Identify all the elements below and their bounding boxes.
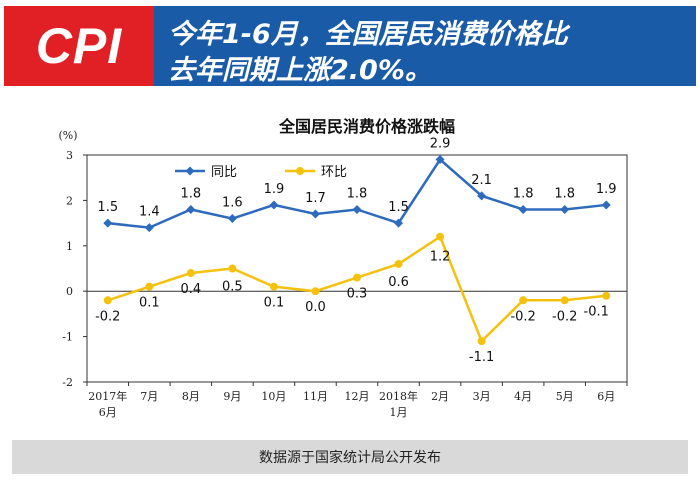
data-point-mom [269, 282, 278, 291]
data-label-yoy: 1.7 [305, 191, 326, 206]
data-label-yoy: 1.8 [347, 186, 368, 201]
data-label-yoy: 1.8 [181, 186, 202, 201]
headline-line-1: 今年1-6月，全国居民消费价格比 [168, 19, 568, 50]
cpi-line-chart: 全国居民消费价格涨跌幅 (%) 3 2 1 0 -1 -2 2017年 6月 7月 8月 9月 10月 11… [58, 117, 628, 419]
data-label-yoy: 2.9 [430, 137, 451, 152]
y-tick-label: -1 [62, 331, 73, 344]
data-label-yoy: 1.9 [264, 182, 285, 197]
x-tick-label: 10月 [261, 390, 286, 403]
data-point-mom [602, 291, 611, 300]
y-tick-label: 0 [66, 285, 73, 298]
data-label-mom: 0.3 [347, 287, 368, 302]
data-label-mom: 0.5 [222, 280, 243, 295]
source-bar: 数据源于国家统计局公开发布 [12, 440, 688, 474]
data-point-yoy [144, 223, 154, 233]
data-label-mom: 0.4 [181, 282, 202, 297]
data-label-mom: -0.2 [510, 309, 535, 324]
data-point-mom [103, 296, 112, 305]
data-label-mom: 0.1 [264, 296, 285, 311]
data-label-mom: -1.1 [469, 350, 494, 365]
data-point-yoy [103, 218, 113, 228]
data-point-yoy [518, 204, 528, 214]
y-axis-unit-label: (%) [58, 129, 77, 142]
data-point-yoy [227, 214, 237, 224]
x-tick-label: 6月 [597, 390, 615, 403]
x-tick-label: 9月 [223, 390, 241, 403]
data-label-mom: -0.2 [552, 309, 577, 324]
y-tick-label: 1 [66, 240, 73, 253]
data-label-mom: 1.2 [430, 250, 451, 265]
y-tick-label: 3 [66, 149, 73, 162]
data-point-yoy [269, 200, 279, 210]
x-tick-label: 6月 [99, 406, 117, 419]
legend-label-mom: 环比 [321, 165, 347, 180]
data-label-yoy: 1.5 [388, 200, 409, 215]
y-tick-label: 2 [66, 194, 73, 207]
data-point-mom [519, 296, 528, 305]
data-point-mom [186, 269, 195, 278]
cpi-badge-text: CPI [35, 18, 123, 74]
data-point-yoy [435, 155, 445, 165]
x-tick-label: 8月 [182, 390, 200, 403]
data-label-mom: 0.1 [139, 296, 160, 311]
data-point-mom [311, 287, 320, 296]
data-label-yoy: 1.8 [513, 186, 534, 201]
data-label-yoy: 1.8 [554, 186, 575, 201]
data-point-yoy [601, 200, 611, 210]
data-label-mom: 0.0 [305, 300, 326, 315]
x-tick-label: 7月 [140, 390, 158, 403]
headline-box: 今年1-6月，全国居民消费价格比 去年同期上涨2.0%。 [154, 6, 696, 86]
data-point-mom [353, 273, 361, 282]
legend-marker-yoy [185, 166, 195, 176]
chart-title: 全国居民消费价格涨跌幅 [278, 117, 455, 136]
data-point-mom [228, 264, 237, 273]
data-point-mom [394, 259, 403, 268]
data-label-yoy: 1.4 [139, 205, 160, 220]
x-tick-label: 4月 [514, 390, 532, 403]
x-tick-label: 1月 [390, 406, 408, 419]
legend-label-yoy: 同比 [211, 165, 237, 180]
data-label-yoy: 1.9 [596, 182, 617, 197]
data-point-yoy [477, 191, 487, 201]
x-tick-label: 2018年 [379, 389, 418, 403]
data-label-yoy: 2.1 [471, 173, 492, 188]
data-point-yoy [560, 204, 570, 214]
x-tick-label: 3月 [473, 390, 491, 403]
data-point-mom [560, 296, 569, 305]
banner: CPI 今年1-6月，全国居民消费价格比 去年同期上涨2.0%。 [0, 0, 700, 92]
x-tick-label: 2月 [431, 390, 449, 403]
x-tick-label: 11月 [303, 390, 328, 403]
plot-frame [86, 154, 628, 383]
data-label-yoy: 1.5 [97, 200, 118, 215]
cpi-badge: CPI [4, 6, 154, 86]
data-point-mom [436, 232, 445, 241]
headline-line-2: 去年同期上涨2.0%。 [168, 55, 432, 86]
data-label-mom: 0.6 [388, 275, 409, 290]
legend-marker-mom [296, 167, 304, 175]
data-point-yoy [310, 209, 320, 219]
data-point-yoy [394, 218, 404, 228]
data-label-mom: -0.2 [95, 309, 120, 324]
source-text: 数据源于国家统计局公开发布 [259, 450, 441, 466]
data-label-mom: -0.1 [584, 305, 609, 320]
data-point-mom [145, 282, 154, 291]
data-point-yoy [352, 204, 362, 214]
data-point-mom [477, 337, 486, 346]
x-tick-label: 2017年 [88, 389, 127, 403]
x-tick-label: 5月 [556, 390, 574, 403]
data-point-yoy [186, 204, 196, 214]
y-tick-label: -2 [62, 376, 73, 389]
x-tick-label: 12月 [345, 390, 370, 403]
data-label-yoy: 1.6 [222, 196, 243, 211]
